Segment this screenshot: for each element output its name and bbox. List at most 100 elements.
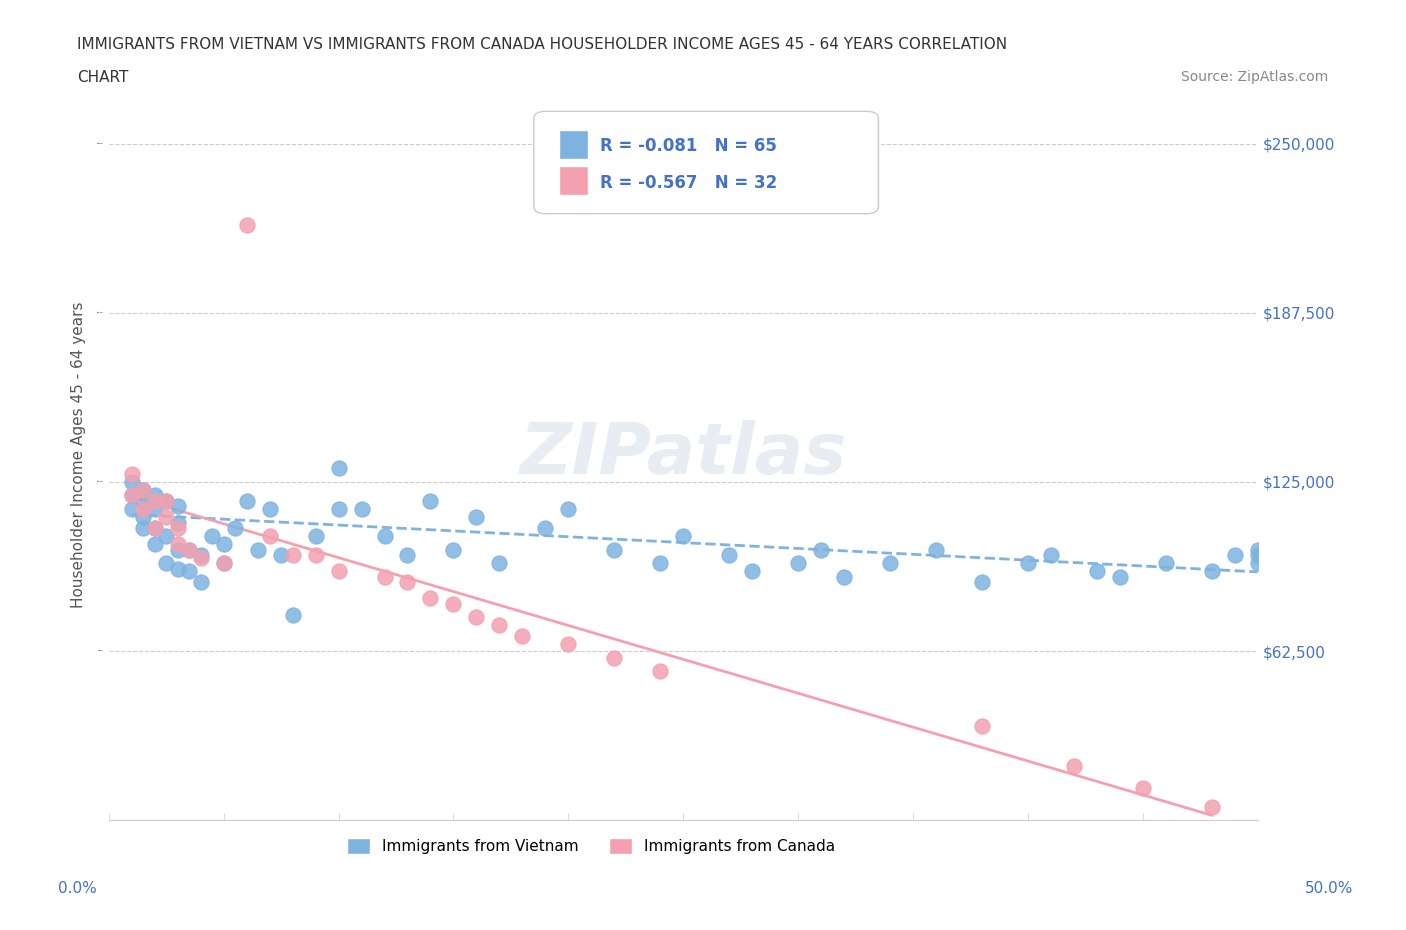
Text: 50.0%: 50.0% xyxy=(1305,881,1353,896)
Point xyxy=(1154,556,1177,571)
Point xyxy=(270,548,292,563)
Point xyxy=(132,494,155,509)
Point xyxy=(304,548,326,563)
Point xyxy=(155,494,177,509)
Point xyxy=(925,542,948,557)
Point xyxy=(1132,780,1154,795)
Point xyxy=(534,521,557,536)
Point xyxy=(155,510,177,525)
Point xyxy=(155,528,177,543)
Point xyxy=(212,556,235,571)
Point xyxy=(143,501,166,516)
Point xyxy=(512,629,534,644)
Point xyxy=(1246,542,1268,557)
Point xyxy=(672,528,695,543)
Point xyxy=(143,521,166,536)
Point xyxy=(132,510,155,525)
Point xyxy=(247,542,270,557)
Point xyxy=(179,542,201,557)
Y-axis label: Householder Income Ages 45 - 64 years: Householder Income Ages 45 - 64 years xyxy=(72,301,86,608)
Point xyxy=(281,548,304,563)
Point xyxy=(121,501,143,516)
Point xyxy=(350,501,373,516)
Point xyxy=(235,494,257,509)
Point xyxy=(1108,569,1130,584)
Point xyxy=(166,542,188,557)
Point xyxy=(166,537,188,551)
Point xyxy=(419,494,441,509)
Point xyxy=(132,501,155,516)
Point xyxy=(155,494,177,509)
Point xyxy=(396,548,419,563)
Point xyxy=(741,564,763,578)
Point xyxy=(121,488,143,503)
Point xyxy=(121,474,143,489)
Point xyxy=(235,218,257,232)
Point xyxy=(879,556,901,571)
Point xyxy=(443,542,465,557)
Text: R = -0.081   N = 65: R = -0.081 N = 65 xyxy=(600,138,778,155)
Point xyxy=(281,607,304,622)
Point xyxy=(1223,548,1246,563)
Point xyxy=(212,537,235,551)
Point xyxy=(603,542,626,557)
Point xyxy=(132,521,155,536)
Point xyxy=(1201,564,1223,578)
Bar xyxy=(560,129,588,159)
Point xyxy=(166,515,188,530)
Point xyxy=(488,618,510,632)
Point xyxy=(121,466,143,481)
Text: CHART: CHART xyxy=(77,70,129,85)
Point xyxy=(1246,548,1268,563)
Point xyxy=(166,498,188,513)
Legend: Immigrants from Vietnam, Immigrants from Canada: Immigrants from Vietnam, Immigrants from… xyxy=(340,832,842,860)
Point xyxy=(603,650,626,665)
Point xyxy=(224,521,246,536)
Point xyxy=(465,610,488,625)
Point xyxy=(190,548,212,563)
Point xyxy=(259,501,281,516)
Point xyxy=(1039,548,1062,563)
Point xyxy=(718,548,741,563)
Point xyxy=(155,556,177,571)
Point xyxy=(787,556,810,571)
Point xyxy=(143,494,166,509)
Text: R = -0.567   N = 32: R = -0.567 N = 32 xyxy=(600,174,778,192)
Point xyxy=(166,561,188,576)
Point xyxy=(212,556,235,571)
Point xyxy=(190,551,212,565)
Point xyxy=(1201,799,1223,814)
Point xyxy=(328,501,350,516)
Point xyxy=(419,591,441,605)
Point xyxy=(810,542,832,557)
Bar xyxy=(560,166,588,195)
Point xyxy=(970,718,993,733)
Point xyxy=(143,488,166,503)
Point xyxy=(328,461,350,476)
Point xyxy=(259,528,281,543)
Point xyxy=(1246,556,1268,571)
Point xyxy=(557,637,579,652)
Point xyxy=(132,483,155,498)
Point xyxy=(373,569,395,584)
Point xyxy=(190,575,212,590)
Point xyxy=(650,664,672,679)
Text: IMMIGRANTS FROM VIETNAM VS IMMIGRANTS FROM CANADA HOUSEHOLDER INCOME AGES 45 - 6: IMMIGRANTS FROM VIETNAM VS IMMIGRANTS FR… xyxy=(77,37,1008,52)
Point xyxy=(832,569,855,584)
Point xyxy=(1085,564,1108,578)
Point xyxy=(465,510,488,525)
Text: Source: ZipAtlas.com: Source: ZipAtlas.com xyxy=(1181,70,1329,84)
Point xyxy=(179,542,201,557)
Point xyxy=(201,528,224,543)
Point xyxy=(443,596,465,611)
Point xyxy=(132,483,155,498)
Point xyxy=(970,575,993,590)
Point xyxy=(328,564,350,578)
Text: 0.0%: 0.0% xyxy=(58,881,97,896)
Point xyxy=(143,537,166,551)
Point xyxy=(121,488,143,503)
Point xyxy=(557,501,579,516)
Point xyxy=(373,528,395,543)
Text: ZIPatlas: ZIPatlas xyxy=(519,420,846,489)
Point xyxy=(1017,556,1039,571)
